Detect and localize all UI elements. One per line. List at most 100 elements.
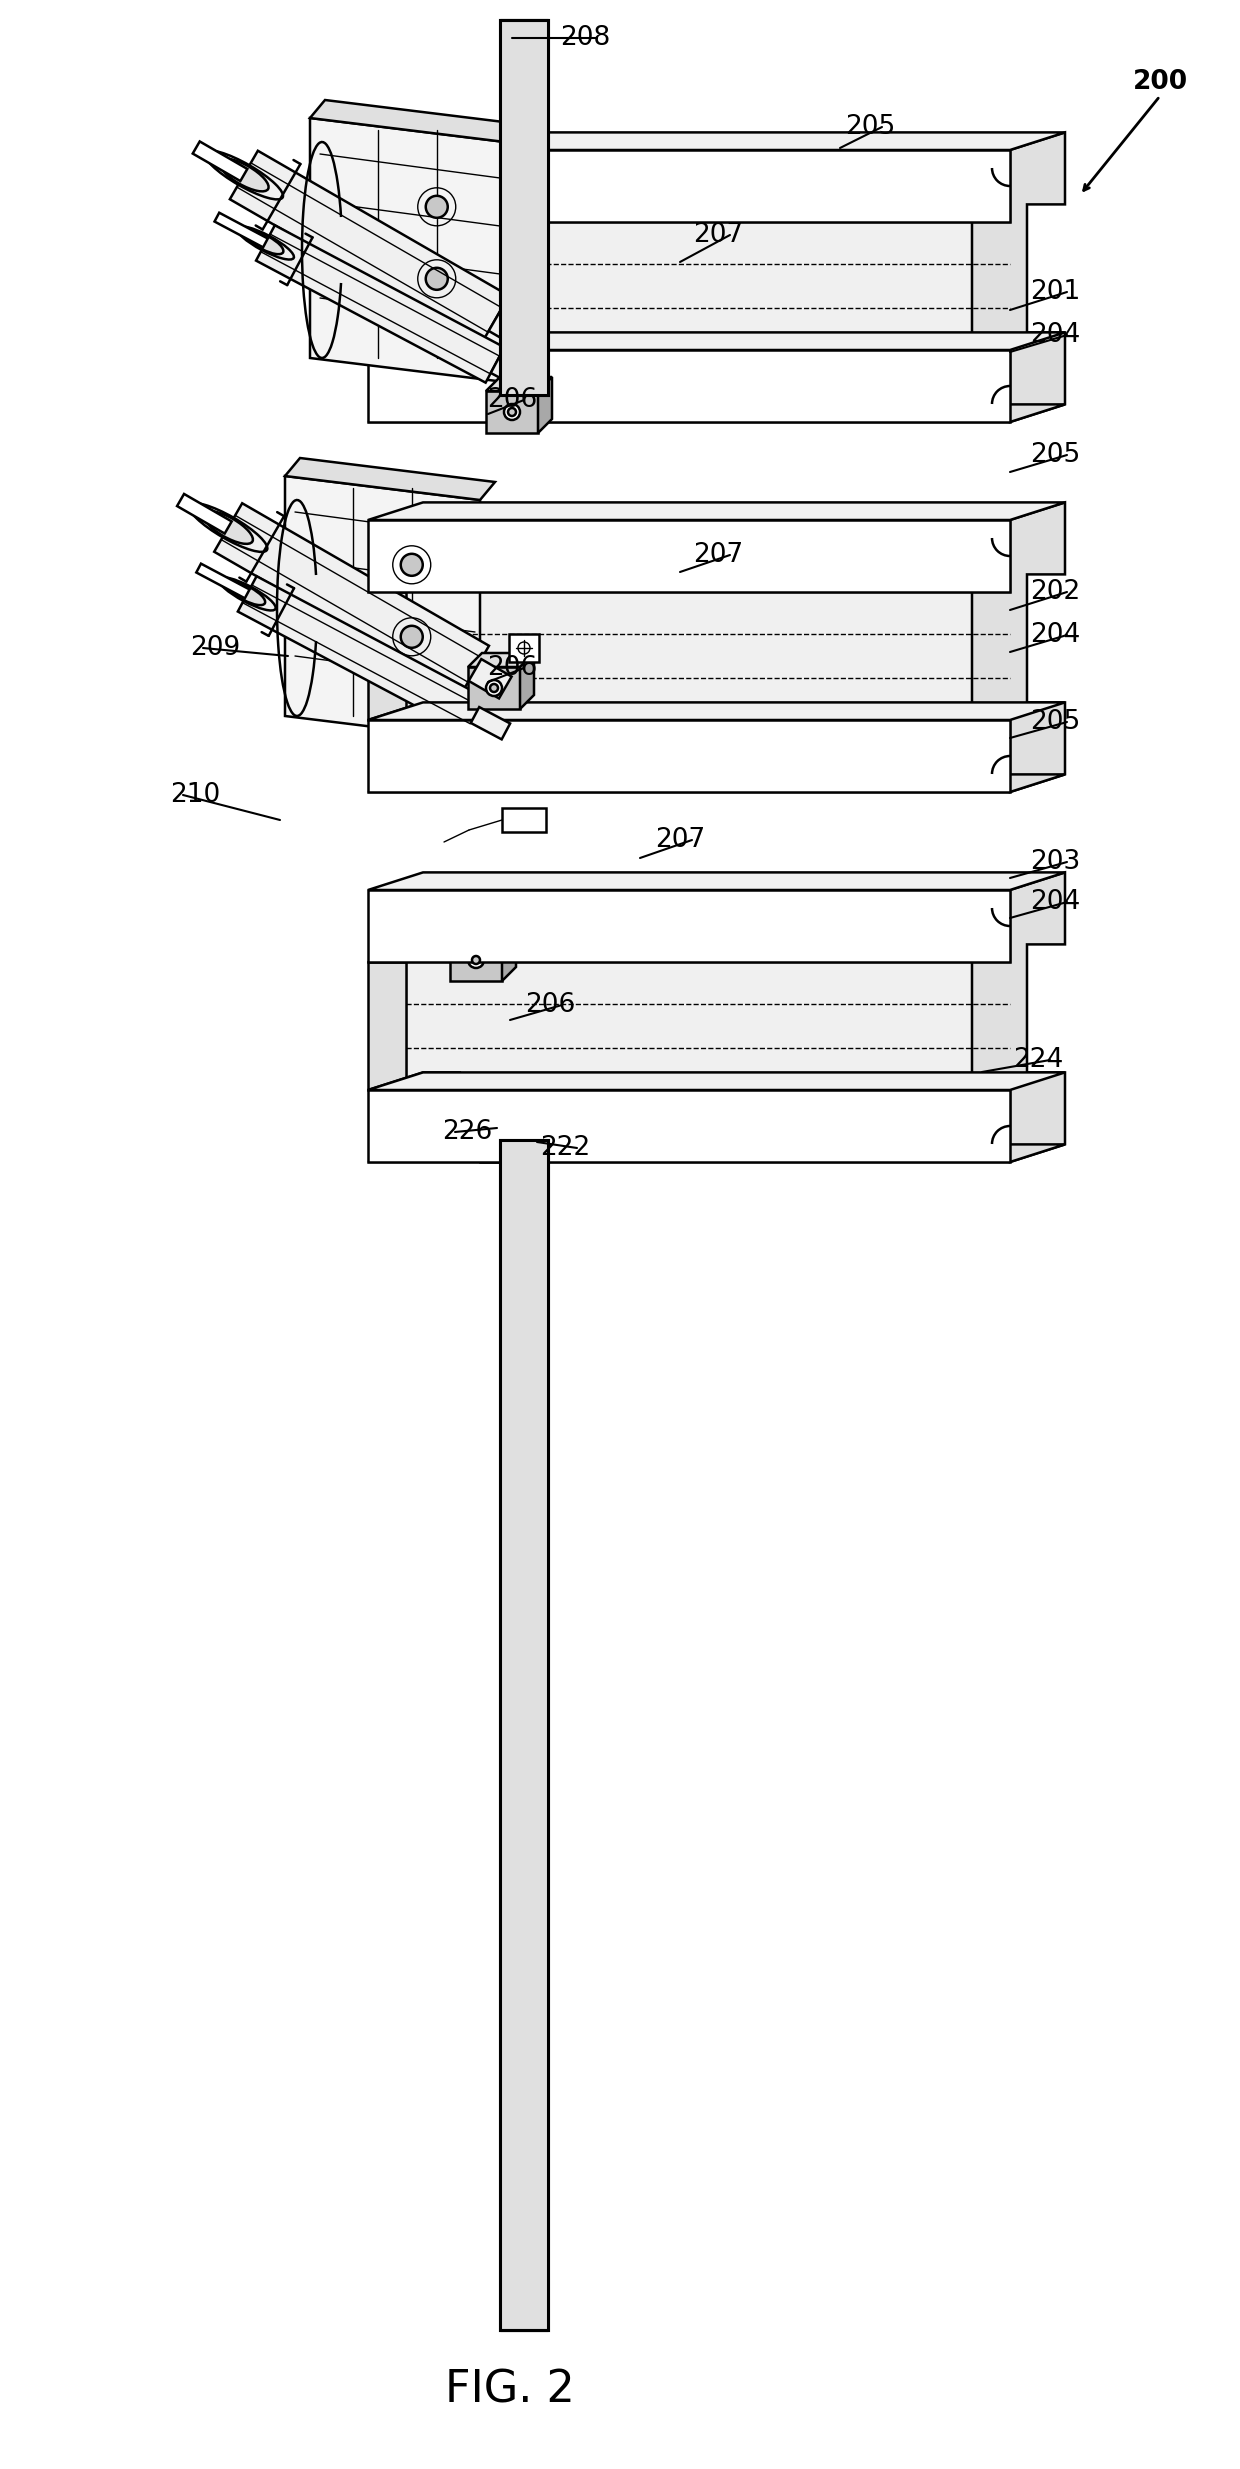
Text: 226: 226 bbox=[441, 1118, 492, 1146]
Polygon shape bbox=[368, 593, 405, 721]
Polygon shape bbox=[255, 225, 505, 383]
Text: 207: 207 bbox=[655, 827, 706, 852]
Polygon shape bbox=[820, 1101, 920, 1141]
Polygon shape bbox=[467, 667, 520, 709]
Ellipse shape bbox=[203, 511, 253, 543]
Text: 205: 205 bbox=[1030, 442, 1080, 469]
Polygon shape bbox=[500, 20, 548, 395]
Polygon shape bbox=[215, 504, 489, 694]
Polygon shape bbox=[538, 378, 552, 432]
Polygon shape bbox=[405, 963, 1011, 1089]
Text: 205: 205 bbox=[844, 114, 895, 141]
Polygon shape bbox=[368, 775, 1065, 793]
Polygon shape bbox=[192, 141, 247, 180]
Polygon shape bbox=[310, 101, 520, 143]
Polygon shape bbox=[368, 701, 1065, 721]
Polygon shape bbox=[368, 333, 1065, 351]
Ellipse shape bbox=[425, 195, 448, 217]
Polygon shape bbox=[177, 494, 232, 533]
Polygon shape bbox=[285, 477, 480, 741]
Text: 210: 210 bbox=[170, 783, 221, 807]
Polygon shape bbox=[471, 706, 510, 738]
Polygon shape bbox=[285, 459, 495, 501]
Polygon shape bbox=[368, 1146, 1065, 1163]
Polygon shape bbox=[368, 501, 1065, 521]
Text: 206: 206 bbox=[487, 388, 537, 412]
Ellipse shape bbox=[229, 583, 265, 605]
Polygon shape bbox=[500, 20, 548, 395]
Polygon shape bbox=[368, 1089, 1011, 1163]
Text: 224: 224 bbox=[1013, 1047, 1063, 1074]
Polygon shape bbox=[972, 872, 1065, 1163]
Ellipse shape bbox=[401, 625, 423, 647]
Text: 200: 200 bbox=[1132, 69, 1188, 94]
Polygon shape bbox=[500, 1141, 548, 2331]
Text: 202: 202 bbox=[1030, 580, 1080, 605]
Polygon shape bbox=[368, 205, 461, 222]
Text: 206: 206 bbox=[487, 654, 537, 681]
Polygon shape bbox=[368, 133, 1065, 151]
Ellipse shape bbox=[425, 267, 448, 289]
Polygon shape bbox=[489, 309, 532, 348]
Polygon shape bbox=[368, 333, 461, 351]
Ellipse shape bbox=[503, 405, 520, 420]
Text: 208: 208 bbox=[560, 25, 610, 52]
Polygon shape bbox=[972, 501, 1065, 793]
Polygon shape bbox=[310, 119, 505, 383]
Ellipse shape bbox=[486, 679, 502, 696]
Polygon shape bbox=[368, 701, 461, 721]
Polygon shape bbox=[450, 938, 502, 980]
Ellipse shape bbox=[508, 407, 516, 415]
Polygon shape bbox=[368, 151, 1011, 222]
Ellipse shape bbox=[472, 956, 480, 963]
Polygon shape bbox=[238, 575, 485, 733]
Polygon shape bbox=[491, 358, 531, 390]
Polygon shape bbox=[229, 151, 508, 343]
Polygon shape bbox=[368, 872, 1065, 889]
Polygon shape bbox=[196, 563, 249, 597]
Ellipse shape bbox=[248, 232, 284, 254]
Polygon shape bbox=[486, 390, 538, 432]
Polygon shape bbox=[368, 521, 1011, 593]
Polygon shape bbox=[368, 575, 461, 593]
Polygon shape bbox=[368, 889, 1011, 963]
Ellipse shape bbox=[401, 553, 423, 575]
Polygon shape bbox=[391, 1074, 1016, 1089]
Text: 204: 204 bbox=[1030, 622, 1080, 647]
Ellipse shape bbox=[467, 953, 484, 968]
Polygon shape bbox=[500, 1141, 548, 2331]
Polygon shape bbox=[972, 133, 1065, 422]
Polygon shape bbox=[520, 652, 534, 709]
Text: 204: 204 bbox=[1030, 321, 1080, 348]
Text: 207: 207 bbox=[693, 543, 743, 568]
Polygon shape bbox=[405, 222, 1011, 351]
Polygon shape bbox=[368, 963, 405, 1089]
Polygon shape bbox=[368, 1072, 461, 1089]
Polygon shape bbox=[469, 659, 512, 699]
Polygon shape bbox=[368, 946, 461, 963]
Polygon shape bbox=[502, 926, 516, 980]
Polygon shape bbox=[368, 405, 1065, 422]
Ellipse shape bbox=[219, 158, 269, 193]
Polygon shape bbox=[391, 1089, 960, 1146]
Ellipse shape bbox=[490, 684, 498, 691]
Text: 222: 222 bbox=[539, 1136, 590, 1160]
Text: 201: 201 bbox=[1030, 279, 1080, 306]
Text: FIG. 2: FIG. 2 bbox=[445, 2368, 575, 2412]
Text: 207: 207 bbox=[693, 222, 743, 247]
Polygon shape bbox=[450, 926, 516, 938]
Polygon shape bbox=[480, 1141, 529, 1163]
Polygon shape bbox=[368, 351, 1011, 422]
Polygon shape bbox=[368, 1072, 1065, 1089]
Text: 209: 209 bbox=[190, 635, 241, 662]
Polygon shape bbox=[215, 212, 268, 247]
Text: 204: 204 bbox=[1030, 889, 1080, 916]
Text: 205: 205 bbox=[1030, 709, 1080, 736]
Polygon shape bbox=[486, 378, 552, 390]
Text: 203: 203 bbox=[1030, 849, 1080, 874]
Polygon shape bbox=[405, 593, 1011, 721]
Polygon shape bbox=[508, 635, 539, 662]
Polygon shape bbox=[368, 222, 405, 351]
Polygon shape bbox=[467, 652, 534, 667]
Text: 206: 206 bbox=[525, 993, 575, 1017]
